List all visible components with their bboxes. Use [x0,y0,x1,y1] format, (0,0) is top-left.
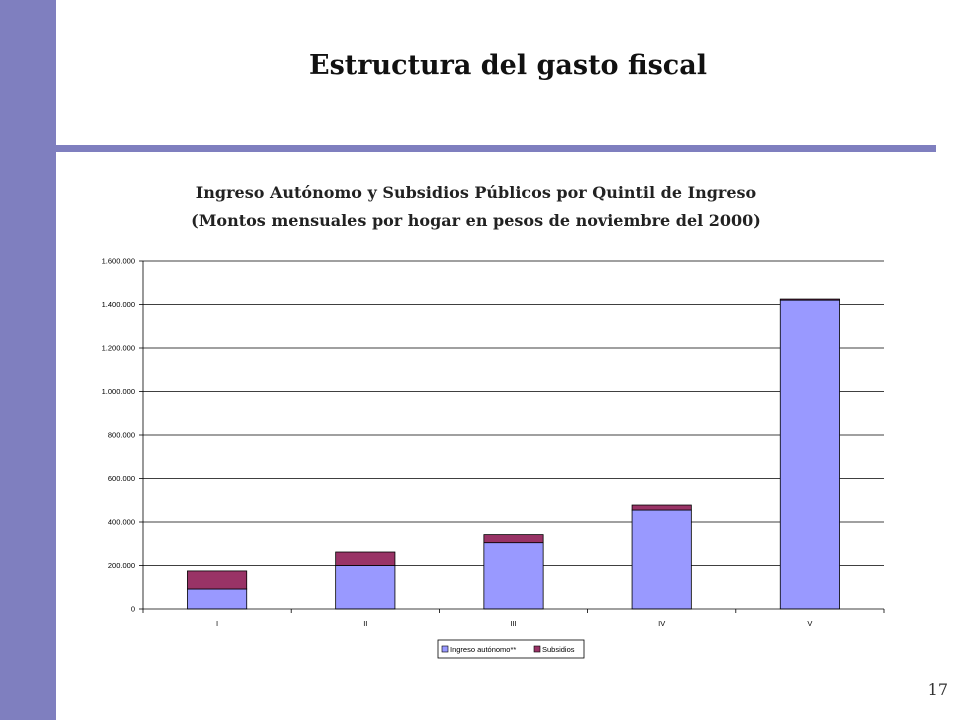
y-tick-labels: 0 200.000 400.000 600.000 800.000 1.000.000 1.… [102,257,135,614]
bar-subsidios [187,570,248,590]
bar-subsidios [779,298,840,301]
x-tick-label: III [510,619,516,628]
slide-title: Estructura del gasto fiscal [309,50,707,81]
y-tick-label: 1.600.000 [102,257,135,266]
y-tick-label: 200.000 [108,561,135,570]
bar-ingreso-autonomo [187,588,248,610]
bar-subsidios [335,551,396,566]
y-tick-label: 400.000 [108,518,135,527]
chart-subtitle: (Montos mensuales por hogar en pesos de … [191,211,761,230]
y-tick-label: 600.000 [108,474,135,483]
x-tick-labels: I II III IV V [216,619,812,628]
y-tick-label: 0 [131,605,135,614]
bar-ingreso-autonomo [335,565,396,610]
legend-box [437,639,585,659]
legend-swatch [441,645,449,653]
legend-entry: Ingreso autónomo** [450,645,516,654]
bars [187,298,840,610]
bar-ingreso-autonomo [779,299,840,610]
x-tick-label: II [363,619,367,628]
legend: Ingreso autónomo** Subsidios [437,639,585,659]
axes [139,260,885,613]
legend-swatch [533,645,541,653]
bar-subsidios [631,504,692,511]
bar-ingreso-autonomo [631,509,692,610]
y-tick-label: 1.200.000 [102,344,135,353]
x-tick-label: V [807,619,812,628]
legend-entry: Subsidios [542,645,575,654]
gridlines [143,260,884,566]
page-number: 17 [927,680,948,699]
y-tick-label: 800.000 [108,431,135,440]
y-tick-label: 1.000.000 [102,387,135,396]
bar-ingreso-autonomo [483,542,544,610]
title-divider [33,145,936,152]
y-tick-label: 1.400.000 [102,300,135,309]
x-tick-label: IV [658,619,665,628]
x-tick-label: I [216,619,218,628]
bar-subsidios [483,534,544,544]
chart-title: Ingreso Autónomo y Subsidios Públicos po… [195,183,757,202]
side-accent-bar [0,0,56,720]
